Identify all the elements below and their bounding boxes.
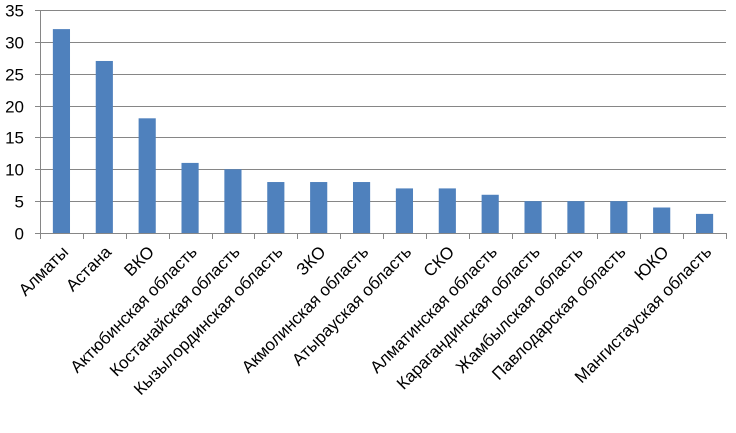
bar <box>224 169 242 233</box>
x-tick-label: СКО <box>420 242 458 280</box>
bar <box>95 60 113 233</box>
y-tick-label: 30 <box>5 34 24 53</box>
bar <box>610 201 628 233</box>
y-tick-label: 25 <box>5 66 24 85</box>
bar <box>438 188 456 233</box>
bar <box>267 182 285 233</box>
x-tick-label: ЗКО <box>293 242 330 279</box>
bar <box>181 162 199 233</box>
x-tick-label: Астана <box>62 242 115 295</box>
x-tick-label: ВКО <box>120 242 158 280</box>
y-tick-label: 20 <box>5 98 24 117</box>
axes <box>35 10 727 239</box>
bar <box>352 182 371 233</box>
x-tick-label: Алматы <box>15 242 72 299</box>
bar <box>310 182 328 233</box>
bar <box>138 118 156 233</box>
bar <box>481 194 499 233</box>
bar <box>395 188 414 233</box>
y-tick-label: 15 <box>5 129 24 148</box>
bar <box>567 201 585 233</box>
y-tick-label: 10 <box>5 161 24 180</box>
y-tick-label: 5 <box>15 193 24 212</box>
y-tick-labels: 0 5 10 15 20 25 30 35 <box>5 2 24 244</box>
bar <box>653 207 671 233</box>
y-tick-label: 0 <box>15 225 24 244</box>
bar <box>52 29 71 233</box>
y-tick-label: 35 <box>5 2 24 21</box>
bar <box>695 213 714 233</box>
bar <box>524 201 542 233</box>
bars <box>52 29 714 233</box>
